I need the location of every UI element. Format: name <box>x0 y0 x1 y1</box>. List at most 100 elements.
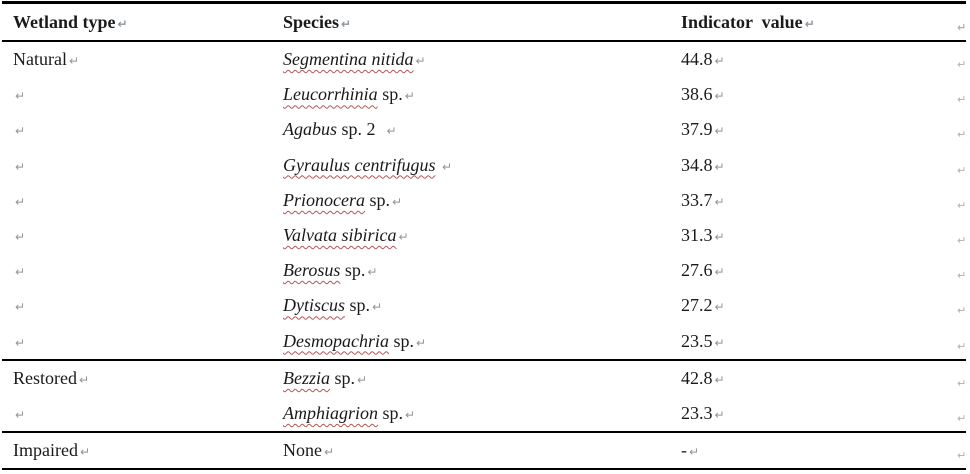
species-name-italic: Amphiagrion <box>283 402 379 423</box>
row-gutter: ↵ <box>957 225 967 248</box>
end-of-row-mark: ↵ <box>957 304 967 318</box>
table-section-impaired: Impaired ↵ None ↵ - ↵ ↵ <box>2 431 966 468</box>
row-gutter: ↵ <box>957 190 967 212</box>
species-name-italic: Leucorrhinia <box>283 84 378 105</box>
end-of-cell-mark: ↵ <box>398 230 409 245</box>
end-of-cell-mark: ↵ <box>386 124 397 139</box>
end-of-cell-mark: ↵ <box>416 335 427 350</box>
indicator-value-text: 38.6 <box>681 84 713 105</box>
species-name-italic: Bezzia <box>283 367 330 388</box>
indicator-value-cell: 38.6 ↵ <box>681 84 957 105</box>
indicator-value-text: 27.6 <box>681 260 713 281</box>
col-header-indicator-value: Indicator value ↵ <box>681 12 957 33</box>
end-of-row-mark: ↵ <box>957 449 967 463</box>
end-of-cell-mark: ↵ <box>404 89 415 104</box>
species-name-plain: sp. <box>340 260 366 281</box>
end-of-cell-mark: ↵ <box>442 159 453 174</box>
end-of-cell-mark: ↵ <box>357 372 368 387</box>
wetland-type-cell: ↵ <box>2 119 283 140</box>
end-of-cell-mark: ↵ <box>415 54 426 69</box>
indicator-value-cell: 34.8 ↵ <box>681 155 957 176</box>
indicator-value-text: 34.8 <box>681 154 713 175</box>
header-row: Wetland type ↵ Species ↵ Indicator value ↵ … <box>2 4 966 42</box>
table-row: ↵ Agabus sp. 2 ↵ 37.9 ↵ ↵ <box>2 112 966 147</box>
end-of-cell-mark: ↵ <box>714 124 725 139</box>
end-of-cell-mark: ↵ <box>15 335 26 350</box>
end-of-row-mark: ↵ <box>957 20 967 34</box>
end-of-cell-mark: ↵ <box>714 159 725 174</box>
row-gutter: ↵ <box>957 295 967 318</box>
end-of-row-mark: ↵ <box>957 411 967 425</box>
wetland-type-cell: ↵ <box>2 260 283 281</box>
table-row: ↵ Valvata sibirica ↵ 31.3 ↵ ↵ <box>2 218 966 253</box>
wetland-type-cell: ↵ <box>2 225 283 246</box>
wetland-type-text: Natural <box>13 49 67 70</box>
table-row: ↵ Desmopachria sp. ↵ 23.5 ↵ ↵ <box>2 324 966 359</box>
indicator-value-cell: 42.8 ↵ <box>681 368 957 389</box>
wetland-type-cell: ↵ <box>2 155 283 176</box>
wetland-type-cell: ↵ <box>2 84 283 105</box>
row-gutter: ↵ <box>957 119 966 141</box>
table-row: ↵ Berosus sp. ↵ 27.6 ↵ ↵ <box>2 253 966 288</box>
indicator-value-cell: 23.3 ↵ <box>681 403 957 424</box>
indicator-value-text: 33.7 <box>681 189 713 210</box>
end-of-cell-mark: ↵ <box>367 265 378 280</box>
end-of-cell-mark: ↵ <box>714 335 725 350</box>
col-header-wetland-type-label: Wetland type <box>13 11 116 32</box>
species-cell: Dytiscus sp. ↵ <box>283 295 681 316</box>
indicator-value-cell: 27.2 ↵ <box>681 295 957 316</box>
indicator-value-cell: 33.7 ↵ <box>681 190 957 211</box>
end-of-row-mark: ↵ <box>957 234 967 248</box>
col-header-indicator-value-label: Indicator value <box>681 11 803 32</box>
end-of-cell-mark: ↵ <box>78 372 90 387</box>
row-gutter: ↵ <box>957 331 967 353</box>
end-of-row-mark: ↵ <box>957 163 967 177</box>
wetland-type-cell: Natural ↵ <box>2 49 283 70</box>
end-of-row-mark: ↵ <box>957 198 967 212</box>
end-of-cell-mark: ↵ <box>15 265 26 280</box>
table-row: Impaired ↵ None ↵ - ↵ ↵ <box>2 433 966 468</box>
row-gutter: ↵ <box>957 155 967 177</box>
species-cell: Valvata sibirica ↵ <box>283 225 681 246</box>
species-name-plain: sp. <box>378 402 404 423</box>
species-cell: Agabus sp. 2 ↵ <box>283 119 681 140</box>
table-body: Natural ↵ Segmentina nitida ↵ 44.8 ↵ ↵ ↵ Le… <box>2 42 967 471</box>
species-name-plain: sp. <box>389 330 415 351</box>
col-header-wetland-type: Wetland type ↵ <box>2 12 283 33</box>
species-name-italic: Desmopachria <box>283 330 389 351</box>
species-name-plain: sp. 2 <box>337 119 385 140</box>
end-of-cell-mark: ↵ <box>324 445 335 460</box>
indicator-value-text: 27.2 <box>681 295 713 316</box>
table-row: Restored ↵ Bezzia sp. ↵ 42.8 ↵ ↵ <box>2 361 966 396</box>
indicator-value-cell: 23.5 ↵ <box>681 331 957 352</box>
species-cell: Segmentina nitida ↵ <box>283 49 681 70</box>
row-gutter: ↵ <box>957 260 966 282</box>
species-name-plain: None <box>283 440 322 461</box>
species-cell: Prionocera sp. ↵ <box>283 190 681 211</box>
indicator-value-text: 31.3 <box>681 225 713 246</box>
end-of-row-mark: ↵ <box>957 339 967 353</box>
species-cell: Berosus sp. ↵ <box>283 260 681 281</box>
species-name-italic: Segmentina nitida <box>283 49 414 70</box>
indicator-value-text: 23.5 <box>681 330 713 351</box>
end-of-cell-mark: ↵ <box>714 89 725 104</box>
species-name-italic: Valvata sibirica <box>283 225 397 246</box>
row-gutter: ↵ <box>957 403 967 425</box>
end-of-cell-mark: ↵ <box>15 230 26 245</box>
end-of-cell-mark: ↵ <box>15 300 26 315</box>
end-of-cell-mark: ↵ <box>714 194 725 209</box>
species-name-italic: Agabus <box>283 119 337 140</box>
end-of-cell-mark: ↵ <box>714 230 725 245</box>
species-name-italic: Gyraulus centrifugus <box>283 154 436 175</box>
wetland-type-cell: Restored ↵ <box>2 368 283 389</box>
end-of-cell-mark: ↵ <box>714 372 725 387</box>
table-section-natural: Natural ↵ Segmentina nitida ↵ 44.8 ↵ ↵ ↵ Le… <box>2 42 966 359</box>
species-cell: Bezzia sp. ↵ <box>283 368 681 389</box>
end-of-cell-mark: ↵ <box>714 54 725 69</box>
indicator-value-text: 42.8 <box>681 367 713 388</box>
species-name-plain: sp. <box>364 189 390 210</box>
wetland-type-cell: ↵ <box>2 331 283 352</box>
end-of-cell-mark: ↵ <box>68 54 80 69</box>
